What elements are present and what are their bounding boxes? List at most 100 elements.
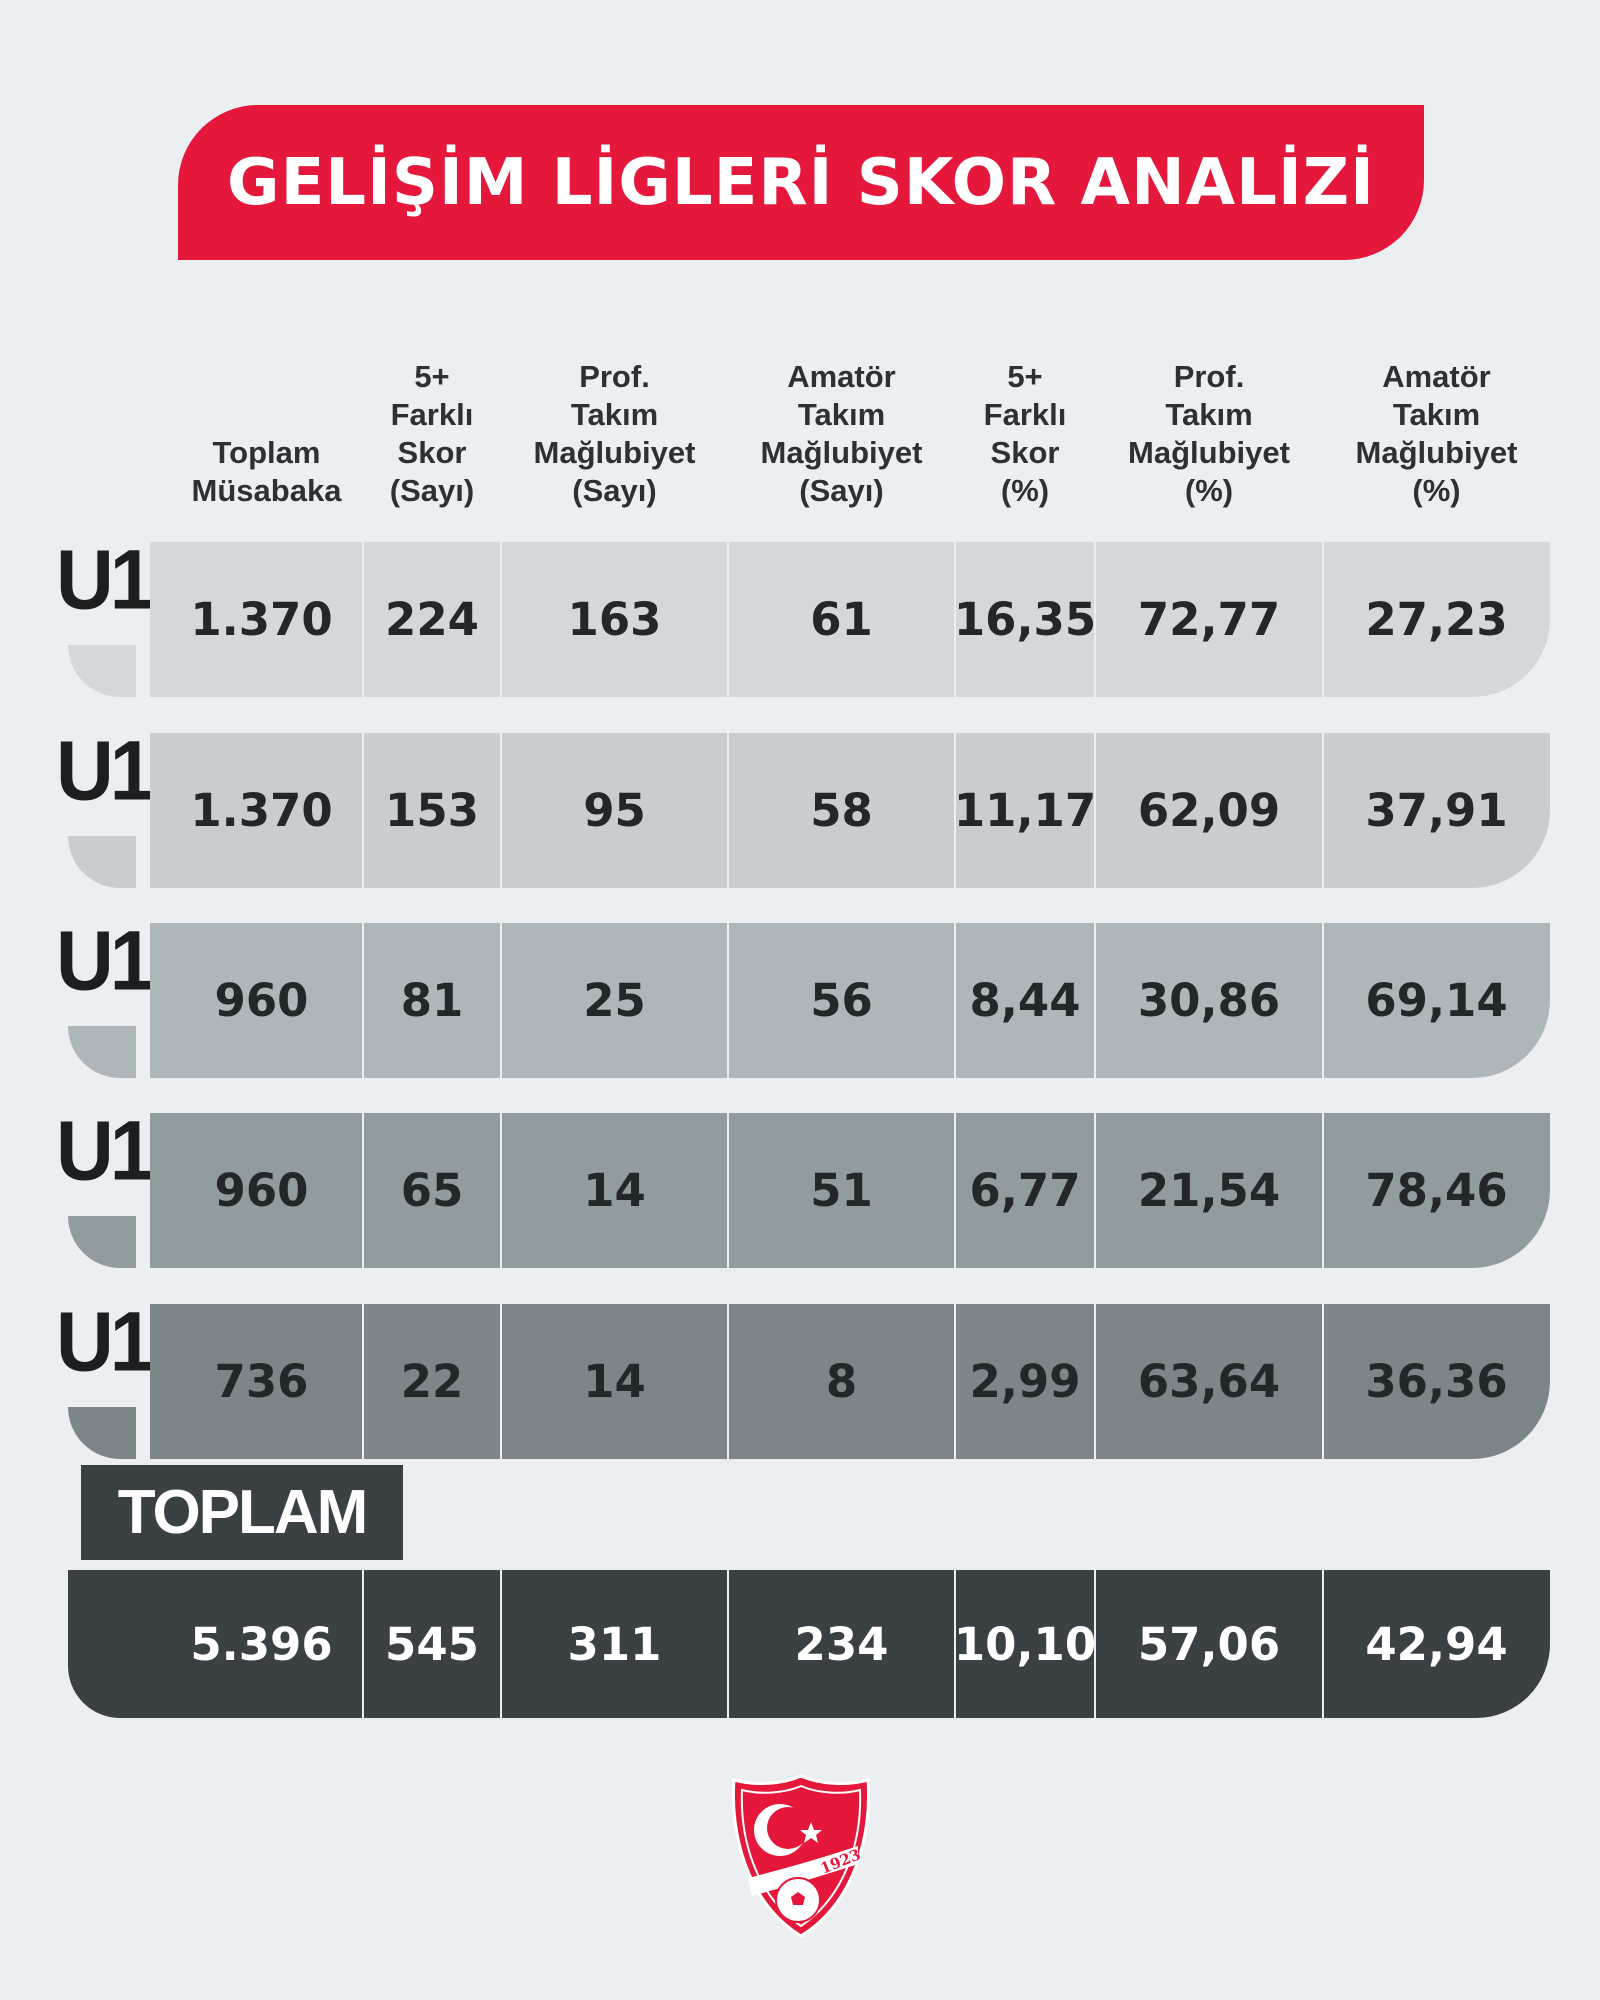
column-separator (727, 1304, 729, 1459)
title-banner: GELİŞİM LİGLERİ SKOR ANALİZİ (178, 105, 1424, 260)
column-separator (1094, 1304, 1096, 1459)
table-cell: 63,64 (1137, 1355, 1281, 1408)
column-separator (1322, 1113, 1324, 1268)
table-cell: 65 (400, 1164, 464, 1217)
crest-inner (740, 1784, 862, 1928)
table-cell: 2,99 (969, 1355, 1081, 1408)
tff-crest-icon: 1923 (731, 1774, 871, 1938)
table-cell: 72,77 (1137, 593, 1281, 646)
table-cell: 1.370 (190, 784, 333, 837)
column-header: 5+ Farklı Skor (%) (983, 359, 1067, 508)
column-separator (727, 733, 729, 888)
row-notch (68, 1407, 136, 1459)
column-separator (1094, 1570, 1096, 1718)
table-cell: 163 (567, 593, 662, 646)
column-separator (362, 923, 364, 1078)
row-notch (68, 1216, 136, 1268)
table-cell: 14 (583, 1355, 646, 1408)
column-separator (362, 733, 364, 888)
column-separator (954, 733, 956, 888)
table-cell: 1.370 (190, 593, 333, 646)
table-cell: 8,44 (969, 974, 1081, 1027)
column-separator (954, 542, 956, 697)
column-separator (954, 1113, 956, 1268)
column-header: Amatör Takım Mağlubiyet (Sayı) (760, 359, 923, 508)
column-separator (1322, 542, 1324, 697)
column-separator (500, 1113, 502, 1268)
crest-band (748, 1846, 858, 1896)
column-separator (500, 733, 502, 888)
table-cell: 8 (825, 1355, 858, 1408)
column-separator (1094, 733, 1096, 888)
table-cell: 56 (810, 974, 873, 1027)
table-cell: 42,94 (1365, 1617, 1508, 1671)
column-header: Amatör Takım Mağlubiyet (%) (1355, 359, 1518, 508)
table-cell: 5.396 (190, 1617, 333, 1671)
table-cell: 58 (810, 784, 873, 837)
row-notch (68, 645, 136, 697)
table-cell: 16,35 (953, 593, 1097, 646)
table-cell: 736 (214, 1355, 309, 1408)
page-title: GELİŞİM LİGLERİ SKOR ANALİZİ (227, 145, 1375, 220)
column-separator (954, 1570, 956, 1718)
table-cell: 36,36 (1365, 1355, 1508, 1408)
table-cell: 95 (583, 784, 646, 837)
table-cell: 30,86 (1137, 974, 1281, 1027)
table-row: 736 22 14 8 2,99 63,64 36,36 (150, 1304, 1550, 1459)
column-header: Prof. Takım Mağlubiyet (%) (1128, 359, 1290, 508)
table-cell: 224 (385, 593, 479, 646)
column-separator (727, 542, 729, 697)
total-label: TOPLAM (81, 1465, 403, 1560)
table-row: 1.370 153 95 58 11,17 62,09 37,91 (150, 733, 1550, 888)
column-separator (500, 923, 502, 1078)
column-separator (362, 1570, 364, 1718)
table-cell: 11,17 (953, 784, 1097, 837)
row-notch (68, 1026, 136, 1078)
table-cell: 69,14 (1365, 974, 1508, 1027)
table-cell: 22 (400, 1355, 464, 1408)
column-separator (500, 1304, 502, 1459)
table-cell: 21,54 (1137, 1164, 1281, 1217)
table-cell: 311 (567, 1617, 662, 1671)
column-separator (1322, 1570, 1324, 1718)
table-cell: 960 (214, 974, 309, 1027)
table-cell: 61 (810, 593, 873, 646)
table-cell: 14 (583, 1164, 646, 1217)
column-separator (500, 542, 502, 697)
column-separator (500, 1570, 502, 1718)
crescent-inner (767, 1807, 809, 1849)
row-notch (68, 836, 136, 888)
table-row: 1.370 224 163 61 16,35 72,77 27,23 (150, 542, 1550, 697)
column-separator (1322, 923, 1324, 1078)
table-cell: 57,06 (1137, 1617, 1281, 1671)
column-separator (727, 1570, 729, 1718)
table-row: 960 81 25 56 8,44 30,86 69,14 (150, 923, 1550, 1078)
table-cell: 25 (583, 974, 646, 1027)
column-separator (727, 1113, 729, 1268)
column-separator (1094, 1113, 1096, 1268)
column-header: Toplam Müsabaka (191, 435, 342, 508)
column-separator (1322, 733, 1324, 888)
table-row: 960 65 14 51 6,77 21,54 78,46 (150, 1113, 1550, 1268)
column-separator (1094, 542, 1096, 697)
total-row: 5.396 545 311 234 10,10 57,06 42,94 (68, 1570, 1550, 1718)
column-separator (362, 1113, 364, 1268)
column-separator (954, 1304, 956, 1459)
table-cell: 78,46 (1365, 1164, 1508, 1217)
column-header: 5+ Farklı Skor (Sayı) (389, 359, 475, 508)
column-separator (1322, 1304, 1324, 1459)
column-separator (727, 923, 729, 1078)
column-separator (954, 923, 956, 1078)
table-cell: 234 (794, 1617, 889, 1671)
column-separator (362, 542, 364, 697)
table-cell: 27,23 (1365, 593, 1508, 646)
column-separator (362, 1304, 364, 1459)
table-cell: 10,10 (953, 1617, 1097, 1671)
table-cell: 545 (385, 1617, 479, 1671)
table-cell: 960 (214, 1164, 309, 1217)
star-icon (800, 1822, 822, 1843)
table-cell: 81 (400, 974, 464, 1027)
table-cell: 62,09 (1137, 784, 1281, 837)
column-separator (1094, 923, 1096, 1078)
table-cell: 6,77 (969, 1164, 1081, 1217)
